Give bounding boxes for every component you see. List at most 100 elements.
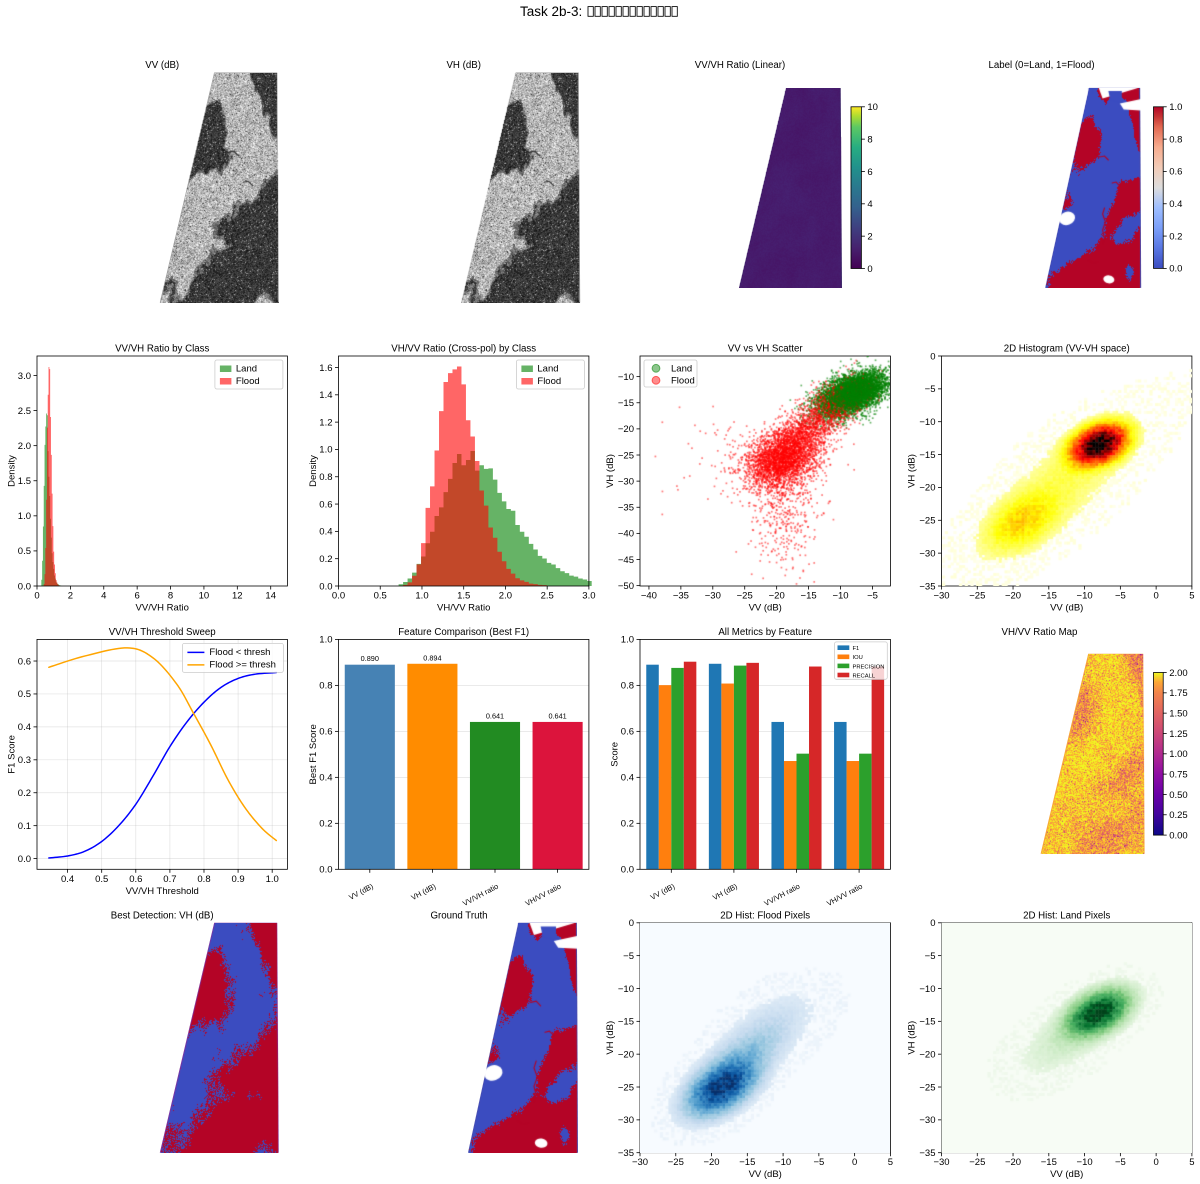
svg-text:IOU: IOU	[853, 655, 863, 661]
svg-text:Feature Comparison (Best F1): Feature Comparison (Best F1)	[398, 627, 529, 638]
svg-text:0.2: 0.2	[319, 819, 332, 830]
svg-text:VH/VV ratio: VH/VV ratio	[524, 882, 563, 908]
svg-text:−10: −10	[1077, 591, 1093, 602]
svg-text:VV (dB): VV (dB)	[749, 1169, 782, 1180]
svg-text:−35: −35	[919, 1148, 935, 1159]
svg-text:−5: −5	[1115, 1157, 1126, 1168]
svg-text:0.3: 0.3	[18, 755, 31, 766]
svg-text:RECALL: RECALL	[853, 673, 876, 679]
svg-text:PRECISION: PRECISION	[853, 664, 885, 670]
svg-text:0.6: 0.6	[1169, 167, 1182, 178]
svg-text:VV (dB): VV (dB)	[749, 603, 782, 614]
svg-text:−20: −20	[618, 1050, 634, 1061]
svg-text:0.5: 0.5	[95, 874, 108, 885]
svg-text:Best F1 Score: Best F1 Score	[308, 724, 319, 784]
svg-text:VH/VV Ratio: VH/VV Ratio	[437, 603, 490, 614]
svg-text:0.4: 0.4	[18, 722, 31, 733]
svg-text:0.4: 0.4	[319, 527, 332, 538]
svg-text:−15: −15	[618, 398, 634, 409]
svg-text:3.0: 3.0	[18, 371, 31, 382]
svg-text:−50: −50	[618, 581, 634, 592]
svg-text:−10: −10	[1077, 1157, 1093, 1168]
svg-text:−25: −25	[618, 1082, 634, 1093]
svg-text:6: 6	[135, 591, 140, 602]
svg-text:−5: −5	[867, 591, 878, 602]
svg-text:−15: −15	[1041, 1157, 1057, 1168]
svg-text:1.0: 1.0	[1169, 102, 1182, 113]
svg-text:Task 2b-3:: Task 2b-3:	[520, 4, 582, 19]
svg-text:VH (dB): VH (dB)	[410, 881, 438, 902]
svg-text:−20: −20	[1005, 591, 1021, 602]
svg-text:1.50: 1.50	[1169, 708, 1188, 719]
svg-text:−10: −10	[919, 417, 935, 428]
svg-text:Flood >= thresh: Flood >= thresh	[209, 659, 276, 670]
svg-text:Score: Score	[609, 742, 620, 767]
svg-text:−30: −30	[919, 548, 935, 559]
svg-text:VH/VV Ratio Map: VH/VV Ratio Map	[1002, 627, 1078, 638]
svg-text:1.5: 1.5	[457, 591, 470, 602]
svg-text:−30: −30	[618, 1115, 634, 1126]
svg-text:−25: −25	[969, 1157, 985, 1168]
svg-text:VH (dB): VH (dB)	[605, 1021, 616, 1055]
svg-text:0.641: 0.641	[486, 711, 504, 720]
svg-text:Label (0=Land, 1=Flood): Label (0=Land, 1=Flood)	[988, 60, 1094, 71]
svg-text:0.4: 0.4	[1169, 199, 1182, 210]
svg-text:2.00: 2.00	[1169, 668, 1188, 679]
svg-text:3.0: 3.0	[582, 591, 595, 602]
svg-text:−20: −20	[703, 1157, 719, 1168]
svg-text:0.6: 0.6	[18, 656, 31, 667]
svg-text:F1 Score: F1 Score	[6, 735, 17, 774]
svg-text:2D Hist: Flood Pixels: 2D Hist: Flood Pixels	[720, 910, 810, 921]
svg-text:VV vs VH Scatter: VV vs VH Scatter	[728, 344, 804, 355]
svg-text:1.0: 1.0	[319, 635, 332, 646]
svg-text:All Metrics by Feature: All Metrics by Feature	[718, 627, 812, 638]
svg-text:VV (dB): VV (dB)	[649, 881, 677, 902]
svg-text:0.8: 0.8	[1169, 134, 1182, 145]
svg-text:5: 5	[1189, 1157, 1194, 1168]
svg-text:−25: −25	[668, 1157, 684, 1168]
svg-text:−35: −35	[673, 591, 689, 602]
svg-text:0.4: 0.4	[61, 874, 74, 885]
svg-text:Flood: Flood	[236, 376, 260, 387]
svg-text:0.641: 0.641	[548, 711, 566, 720]
svg-text:0.2: 0.2	[1169, 231, 1182, 242]
svg-text:0: 0	[1153, 591, 1158, 602]
svg-text:0.6: 0.6	[319, 727, 332, 738]
svg-text:0.5: 0.5	[18, 546, 31, 557]
svg-text:0.0: 0.0	[332, 591, 345, 602]
svg-text:−30: −30	[933, 591, 949, 602]
svg-text:0.00: 0.00	[1169, 830, 1188, 841]
svg-text:0.894: 0.894	[423, 653, 441, 662]
svg-text:Best Detection: VH (dB): Best Detection: VH (dB)	[111, 910, 214, 921]
svg-text:−10: −10	[618, 372, 634, 383]
svg-text:VV/VH Ratio by Class: VV/VH Ratio by Class	[115, 344, 209, 355]
svg-text:12: 12	[232, 591, 243, 602]
svg-text:F1: F1	[853, 646, 860, 652]
svg-text:0: 0	[1153, 1157, 1158, 1168]
svg-text:VV/VH ratio: VV/VH ratio	[461, 882, 500, 908]
svg-text:−25: −25	[919, 1082, 935, 1093]
svg-text:−5: −5	[925, 384, 936, 395]
svg-text:VV/VH Threshold Sweep: VV/VH Threshold Sweep	[109, 627, 216, 638]
svg-text:Density: Density	[7, 455, 18, 487]
svg-text:2.5: 2.5	[18, 406, 31, 417]
svg-text:1.6: 1.6	[319, 363, 332, 374]
svg-text:−20: −20	[919, 1050, 935, 1061]
svg-text:2: 2	[68, 591, 73, 602]
svg-text:0.4: 0.4	[319, 773, 332, 784]
svg-text:0: 0	[867, 264, 872, 275]
svg-text:Density: Density	[308, 455, 319, 487]
svg-text:−30: −30	[919, 1115, 935, 1126]
svg-text:0.25: 0.25	[1169, 810, 1188, 821]
svg-text:−25: −25	[919, 516, 935, 527]
svg-text:Land: Land	[236, 364, 257, 375]
svg-text:−35: −35	[919, 581, 935, 592]
svg-text:−25: −25	[737, 591, 753, 602]
svg-text:0.6: 0.6	[129, 874, 142, 885]
svg-text:−30: −30	[618, 476, 634, 487]
svg-text:8: 8	[168, 591, 173, 602]
svg-text:0.0: 0.0	[319, 581, 332, 592]
svg-text:1.0: 1.0	[266, 874, 279, 885]
svg-text:0.50: 0.50	[1169, 790, 1188, 801]
svg-text:5: 5	[1189, 591, 1194, 602]
